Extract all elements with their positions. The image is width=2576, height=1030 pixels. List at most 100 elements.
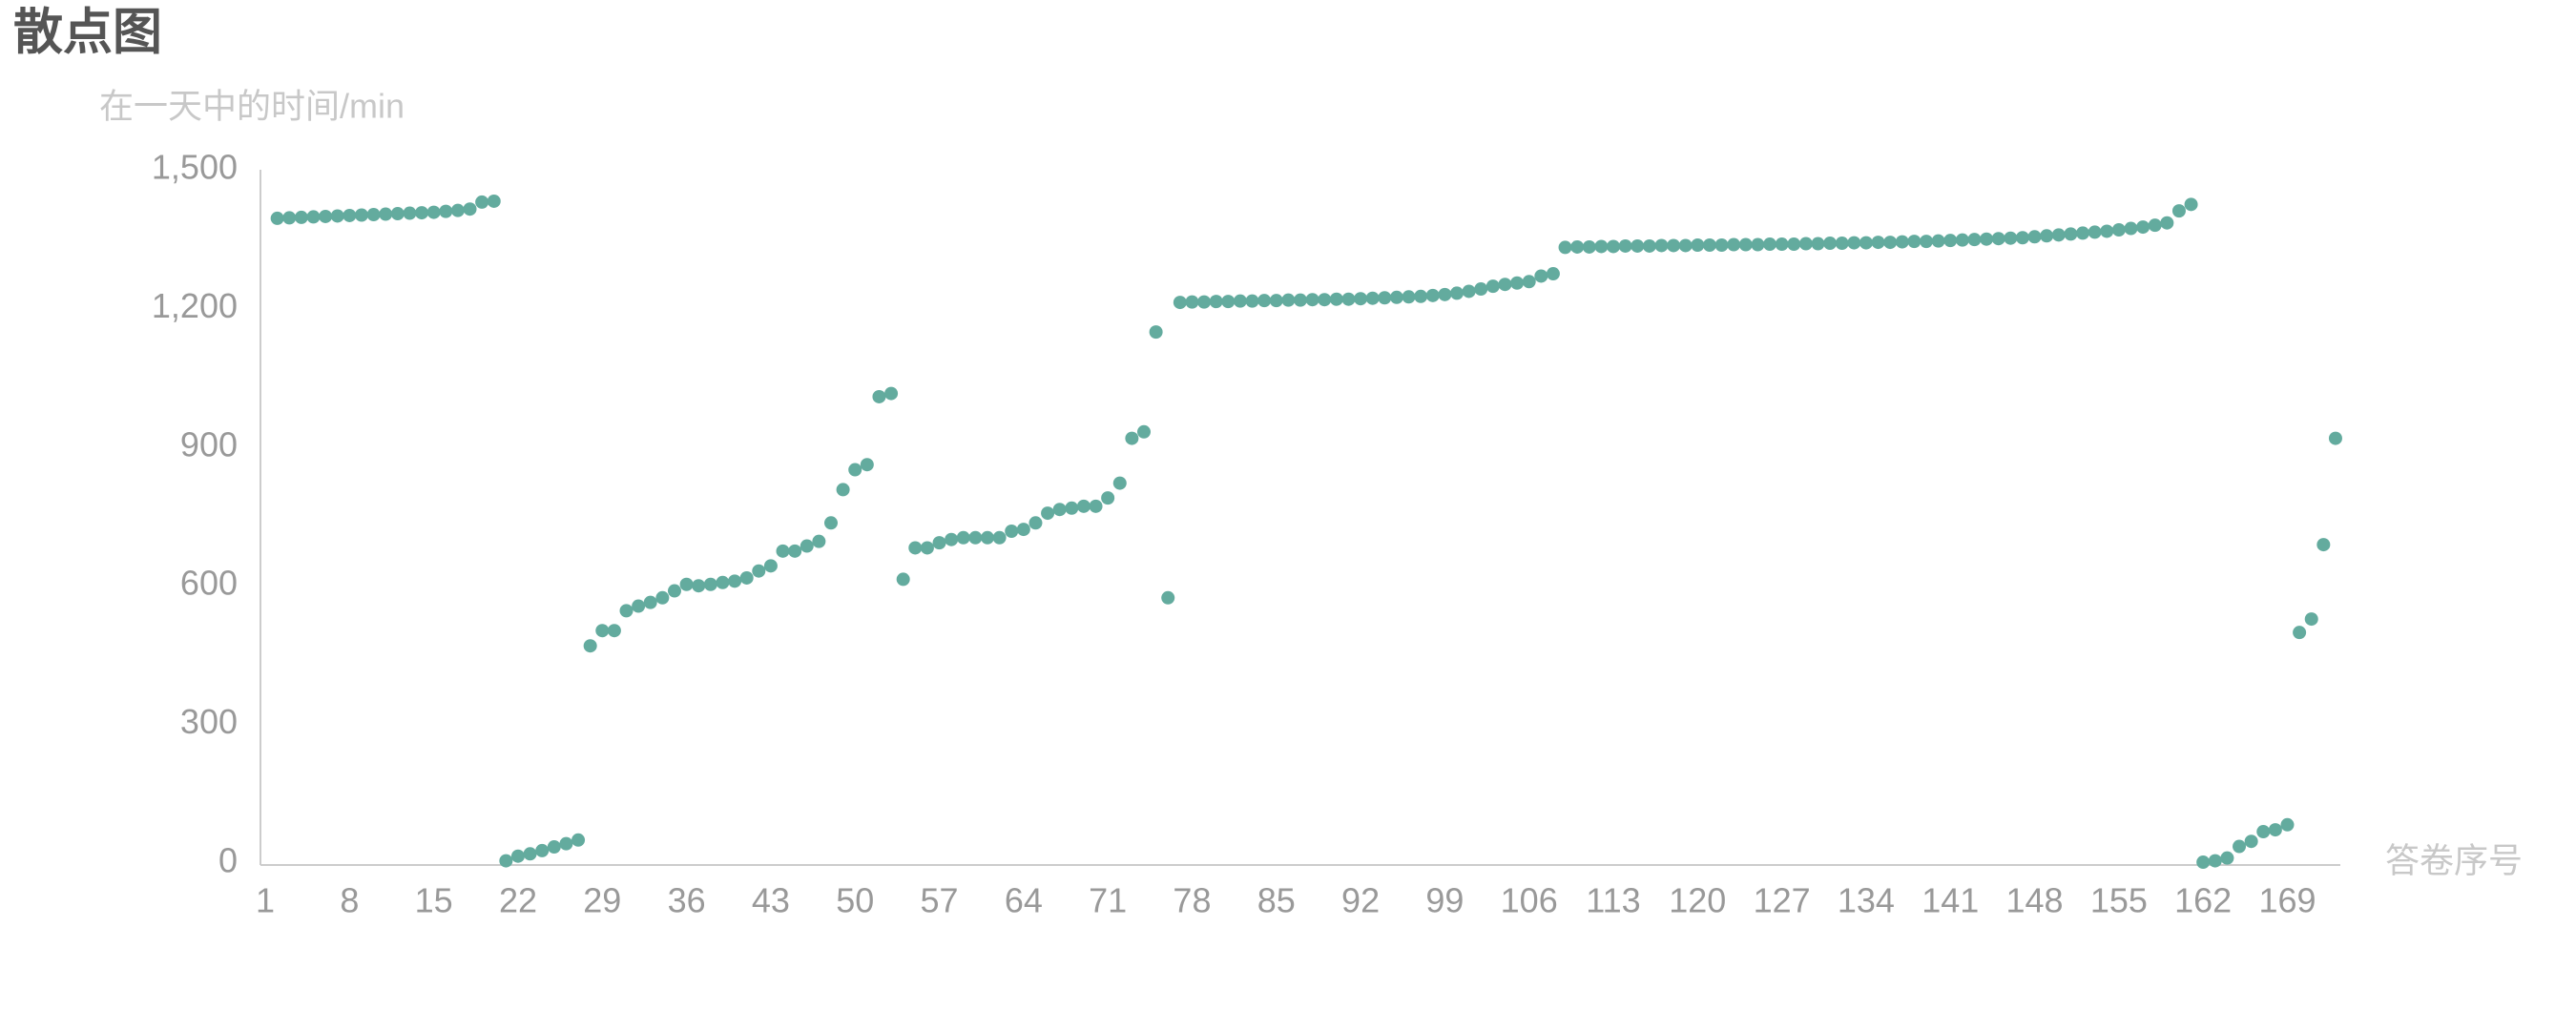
data-point — [607, 624, 621, 638]
data-point — [390, 207, 405, 221]
data-point — [1534, 269, 1548, 283]
data-point — [2027, 230, 2042, 244]
data-point — [1607, 239, 1621, 254]
data-point — [1233, 294, 1247, 308]
data-point — [1173, 296, 1187, 310]
data-point — [1197, 295, 1212, 309]
data-point — [1149, 325, 1163, 340]
data-point — [1389, 290, 1403, 304]
data-point — [1702, 238, 1716, 253]
data-point — [1883, 236, 1898, 250]
data-point — [535, 843, 550, 857]
data-point — [1823, 237, 1838, 251]
data-point — [752, 564, 766, 578]
data-point — [1618, 238, 1632, 253]
data-point — [2196, 855, 2211, 870]
data-point — [1065, 501, 1079, 515]
y-tick-label: 1,200 — [152, 286, 238, 325]
data-point — [2184, 197, 2198, 212]
data-point — [379, 207, 393, 221]
data-point — [679, 577, 694, 591]
data-point — [2015, 231, 2029, 245]
x-tick-label: 43 — [752, 881, 790, 920]
data-point — [2064, 227, 2078, 241]
data-point — [2208, 854, 2222, 868]
data-point — [583, 639, 597, 653]
data-point — [956, 530, 970, 545]
data-point — [2088, 225, 2102, 239]
data-point — [2111, 223, 2126, 237]
data-point — [716, 575, 730, 589]
data-point — [294, 210, 308, 224]
data-point — [1498, 278, 1512, 292]
x-tick-label: 15 — [415, 881, 453, 920]
data-point — [1991, 232, 2005, 246]
data-point — [1425, 288, 1440, 302]
x-tick-label: 169 — [2258, 881, 2316, 920]
data-point — [559, 836, 573, 851]
data-point — [1558, 240, 1572, 255]
x-tick-label: 85 — [1257, 881, 1296, 920]
data-point — [2328, 431, 2342, 445]
data-point — [896, 572, 910, 587]
data-point — [2268, 823, 2282, 837]
y-tick-label: 0 — [218, 841, 238, 880]
data-point — [2244, 834, 2258, 849]
x-tick-label: 1 — [256, 881, 275, 920]
data-point — [1871, 236, 1885, 250]
data-point — [1570, 239, 1585, 254]
data-point — [2233, 839, 2247, 854]
x-tick-label: 148 — [2006, 881, 2064, 920]
data-point — [1365, 291, 1380, 305]
data-point — [1955, 233, 1969, 247]
x-axis-title: 答卷序号 — [2385, 841, 2523, 880]
data-point — [1462, 284, 1476, 299]
data-point — [872, 389, 886, 403]
data-point — [643, 595, 657, 609]
data-point — [282, 211, 297, 225]
y-tick-label: 900 — [180, 424, 238, 464]
data-point — [1076, 499, 1091, 513]
data-point — [571, 833, 586, 847]
x-tick-label: 134 — [1838, 881, 1895, 920]
data-point — [403, 206, 417, 220]
data-point — [1920, 235, 1934, 249]
data-point — [1209, 295, 1223, 309]
y-tick-label: 300 — [180, 702, 238, 741]
data-point — [980, 530, 994, 545]
data-point — [330, 209, 344, 223]
data-point — [510, 849, 525, 863]
data-point — [1221, 295, 1236, 309]
data-point — [1642, 238, 1656, 253]
data-point — [884, 386, 899, 401]
data-point — [1281, 293, 1296, 307]
y-axis-title: 在一天中的时间/min — [99, 87, 405, 126]
data-point — [426, 205, 441, 219]
data-point — [1269, 294, 1283, 308]
data-point — [415, 206, 429, 220]
data-point — [1089, 499, 1103, 513]
data-point — [1318, 293, 1332, 307]
data-point — [1136, 424, 1151, 439]
data-point — [1546, 267, 1560, 281]
data-point — [1787, 237, 1801, 252]
x-tick-label: 162 — [2174, 881, 2232, 920]
data-point — [1305, 293, 1319, 307]
data-point — [439, 204, 453, 218]
x-tick-label: 29 — [583, 881, 621, 920]
data-point — [1450, 286, 1465, 300]
x-tick-label: 57 — [921, 881, 959, 920]
data-point — [1727, 237, 1741, 252]
data-point — [1582, 239, 1596, 254]
data-point — [1751, 237, 1765, 252]
data-point — [1245, 294, 1259, 308]
data-point — [547, 840, 561, 855]
data-point — [945, 532, 959, 546]
data-point — [932, 536, 946, 550]
data-point — [1775, 237, 1789, 252]
data-point — [366, 208, 381, 222]
data-point — [1485, 279, 1500, 294]
data-point — [2293, 626, 2307, 640]
x-tick-label: 92 — [1341, 881, 1380, 920]
data-point — [2171, 204, 2186, 218]
